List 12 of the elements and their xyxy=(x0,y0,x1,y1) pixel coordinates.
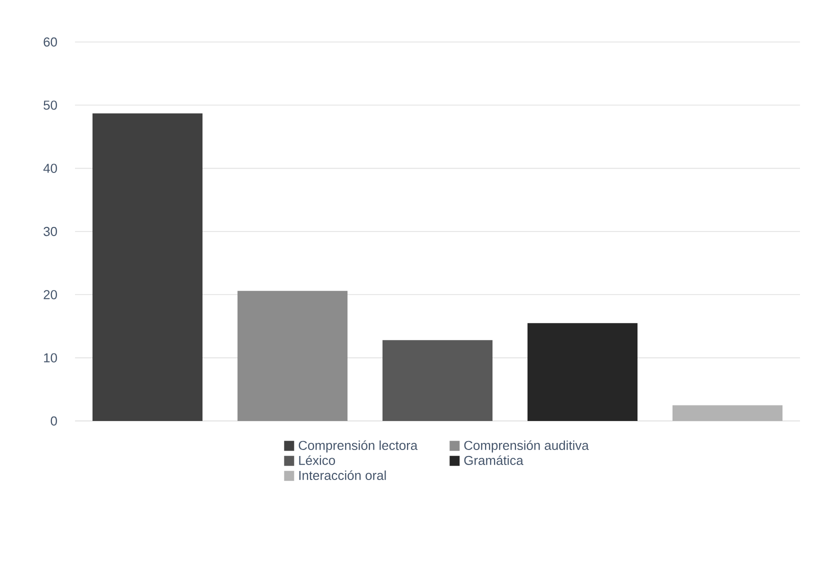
legend-label: Comprensión lectora xyxy=(298,440,418,453)
y-tick-label: 50 xyxy=(44,100,57,110)
legend-label: Comprensión auditiva xyxy=(464,440,589,453)
y-tick-label: 20 xyxy=(44,290,57,300)
y-tick-label: 10 xyxy=(44,353,57,362)
y-tick-label: 30 xyxy=(44,226,57,236)
legend-label: Léxico xyxy=(299,455,336,466)
y-tick-label: 40 xyxy=(43,164,57,173)
legend-label: Interacción oral xyxy=(299,470,386,480)
y-tick-label: 0 xyxy=(50,416,57,426)
y-tick-label: 60 xyxy=(44,37,57,47)
legend-label: Gramática xyxy=(464,455,524,466)
